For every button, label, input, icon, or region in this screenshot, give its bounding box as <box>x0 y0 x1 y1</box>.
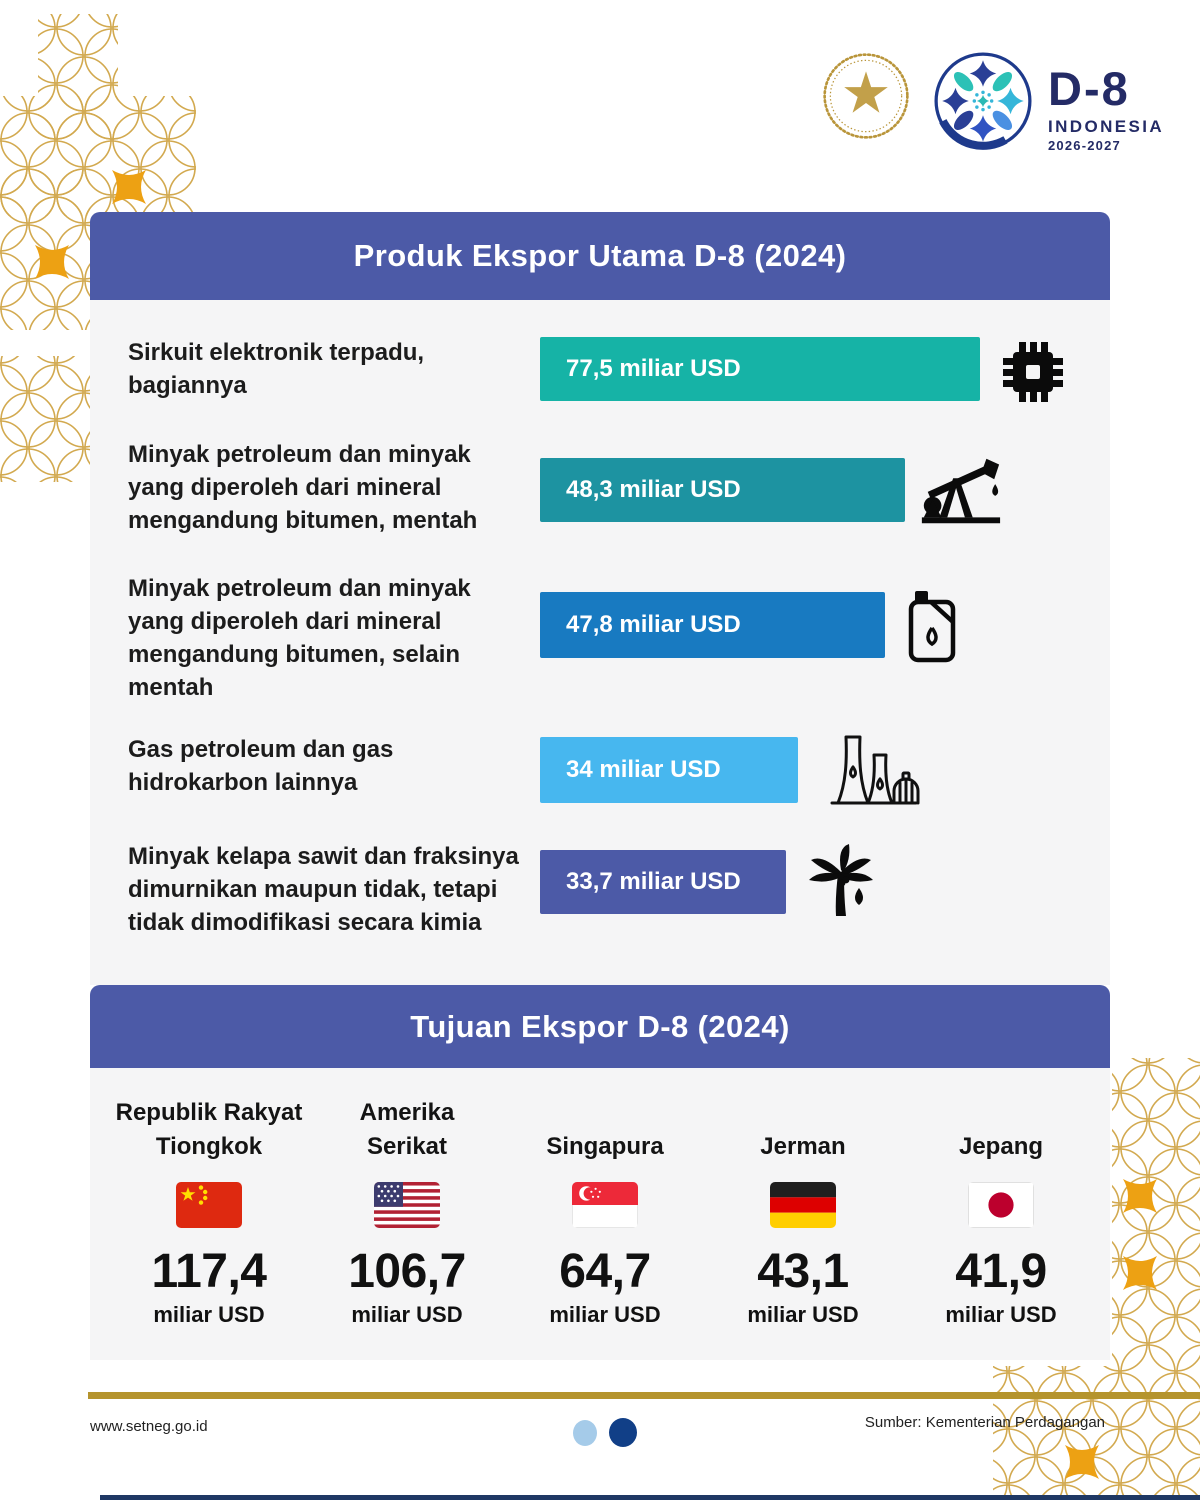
products-section-title: Produk Ekspor Utama D-8 (2024) <box>353 238 847 273</box>
state-emblem-logo <box>822 52 910 140</box>
palm-oil-icon <box>803 842 879 925</box>
gold-star-seal-icon <box>823 53 909 139</box>
microchip-icon <box>1000 339 1066 410</box>
product-bar: 47,8 miliar USD <box>540 592 885 658</box>
destination-value: 64,7 <box>559 1245 651 1298</box>
bottom-border <box>100 1495 1200 1500</box>
product-label: Minyak petroleum dan minyak yang diperol… <box>128 575 471 701</box>
product-bar: 48,3 miliar USD <box>540 458 905 522</box>
jerrycan-icon <box>903 586 961 669</box>
product-label: Sirkuit elektronik terpadu, bagiannya <box>128 339 425 399</box>
products-section-header: Produk Ekspor Utama D-8 (2024) <box>90 212 1110 300</box>
d8-country-label: INDONESIA <box>1048 117 1165 136</box>
product-bar: 77,5 miliar USD <box>540 337 980 401</box>
product-value: 34 miliar USD <box>566 756 721 783</box>
destination-column: Jerman 43,1 miliar USD <box>704 1094 902 1328</box>
d8-wordmark: D-8 <box>1048 62 1130 115</box>
pagination-dot-active[interactable] <box>609 1418 637 1447</box>
destination-value: 41,9 <box>955 1245 1047 1298</box>
germany-flag <box>770 1182 836 1228</box>
destinations-grid: Republik Rakyat Tiongkok 117,4 miliar US… <box>110 1094 1100 1328</box>
destination-value: 106,7 <box>348 1245 466 1298</box>
website-url: www.setneg.go.id <box>90 1418 208 1435</box>
pagination-dot-inactive[interactable] <box>573 1420 597 1446</box>
destination-country: Republik Rakyat Tiongkok <box>115 1099 303 1160</box>
destination-column: Republik Rakyat Tiongkok 117,4 miliar US… <box>110 1094 308 1328</box>
destinations-section-title: Tujuan Ekspor D-8 (2024) <box>410 1008 790 1044</box>
footer-divider-line <box>88 1392 1200 1399</box>
destination-unit: miliar USD <box>549 1302 661 1327</box>
singapore-flag <box>572 1182 638 1228</box>
destination-unit: miliar USD <box>945 1302 1057 1327</box>
product-bar: 34 miliar USD <box>540 737 798 803</box>
destination-country: Amerika Serikat <box>359 1099 455 1160</box>
product-label: Gas petroleum dan gas hidrokarbon lainny… <box>128 736 394 796</box>
usa-flag <box>374 1182 440 1228</box>
destination-country: Jerman <box>760 1133 846 1160</box>
oil-pumpjack-icon <box>916 452 1004 531</box>
destination-country: Jepang <box>958 1133 1044 1160</box>
product-value: 77,5 miliar USD <box>566 355 741 382</box>
japan-flag <box>968 1182 1034 1228</box>
destination-unit: miliar USD <box>351 1302 463 1327</box>
product-label: Minyak petroleum dan minyak yang diperol… <box>128 441 478 534</box>
destination-unit: miliar USD <box>153 1302 265 1327</box>
product-value: 47,8 miliar USD <box>566 611 741 638</box>
china-flag <box>176 1182 242 1228</box>
product-value: 33,7 miliar USD <box>566 868 741 895</box>
destination-unit: miliar USD <box>747 1302 859 1327</box>
d8-term-label: 2026-2027 <box>1048 138 1121 153</box>
product-label: Minyak kelapa sawit dan fraksinya dimurn… <box>128 843 519 936</box>
destinations-section-header: Tujuan Ekspor D-8 (2024) <box>90 985 1110 1068</box>
destination-value: 117,4 <box>151 1245 267 1298</box>
destination-value: 43,1 <box>757 1245 849 1298</box>
product-value: 48,3 miliar USD <box>566 476 741 503</box>
destination-column: Jepang 41,9 miliar USD <box>902 1094 1100 1328</box>
destination-column: Singapura 64,7 miliar USD <box>506 1094 704 1328</box>
d8-rosette-icon <box>934 52 1032 150</box>
destination-country: Singapura <box>546 1133 664 1160</box>
d8-logo-text: D-8 INDONESIA 2026-2027 <box>1048 62 1165 154</box>
source-credit: Sumber: Kementerian Perdagangan <box>864 1414 1105 1431</box>
d8-logo-mark <box>930 48 1036 154</box>
destination-column: Amerika Serikat <box>308 1094 506 1328</box>
product-bar: 33,7 miliar USD <box>540 850 786 914</box>
gas-refinery-icon <box>824 731 920 812</box>
